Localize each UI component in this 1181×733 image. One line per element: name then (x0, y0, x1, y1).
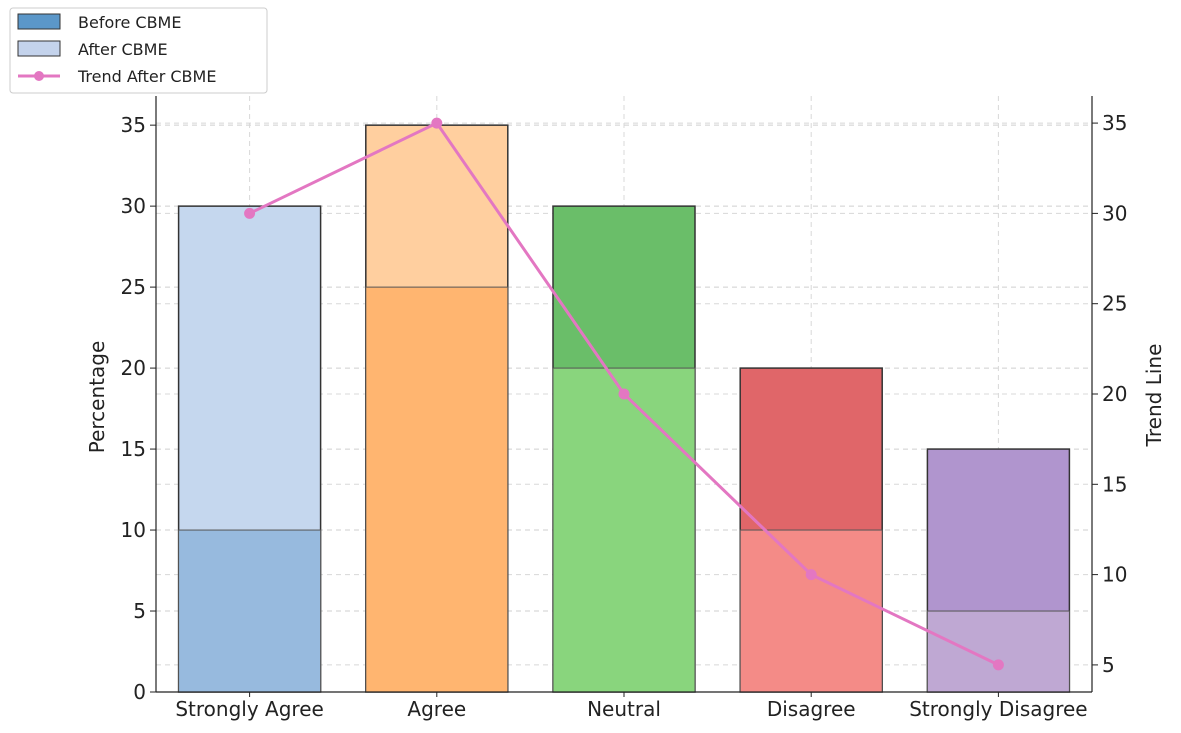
legend-label-before: Before CBME (78, 13, 181, 32)
left-y-ticks: 0 5 10 15 20 25 30 35 (121, 113, 156, 704)
y-tick-label: 0 (133, 680, 146, 704)
x-tick-label: Disagree (767, 697, 856, 721)
legend-swatch-after (17, 40, 61, 57)
legend-frame (9, 7, 268, 94)
x-tick-label: Strongly Agree (175, 697, 323, 721)
y2-tick-label: 15 (1102, 472, 1127, 496)
y2-tick-label: 25 (1102, 292, 1127, 316)
x-tick-label: Strongly Disagree (909, 697, 1087, 721)
legend-label-after: After CBME (78, 40, 168, 59)
y-tick-label: 20 (121, 356, 146, 380)
bars-group (177, 124, 1071, 693)
y2-tick-label: 35 (1102, 111, 1127, 135)
trend-point (431, 117, 443, 129)
x-tick-label: Neutral (587, 697, 661, 721)
y2-tick-label: 20 (1102, 382, 1127, 406)
y-axis-title: Percentage (85, 341, 109, 454)
bar-before-cbme (365, 286, 509, 693)
legend-trend-marker (34, 71, 44, 81)
y-tick-label: 25 (121, 275, 146, 299)
y-tick-label: 15 (121, 437, 146, 461)
legend: Before CBME After CBME Trend After CBME (9, 7, 268, 94)
trend-point (244, 207, 256, 219)
y2-tick-label: 10 (1102, 563, 1127, 587)
right-y-ticks: 5 10 15 20 25 30 35 (1092, 111, 1127, 677)
x-ticks: Strongly Agree Agree Neutral Disagree Strong… (175, 692, 1088, 721)
bar-before-cbme (739, 529, 883, 693)
trend-point (805, 569, 817, 581)
secondary-y-axis-title: Trend Line (1142, 344, 1166, 448)
legend-label-trend: Trend After CBME (77, 67, 216, 86)
trend-line-group (244, 117, 1004, 671)
trend-point (992, 659, 1004, 671)
bar-before-cbme (178, 529, 322, 693)
y-tick-label: 30 (121, 194, 146, 218)
x-tick-label: Agree (407, 697, 466, 721)
trend-point (618, 388, 630, 400)
y-tick-label: 5 (133, 599, 146, 623)
legend-swatch-before (17, 13, 61, 30)
y2-tick-label: 30 (1102, 201, 1127, 225)
y2-tick-label: 5 (1102, 653, 1115, 677)
bar-before-cbme (552, 367, 696, 693)
y-tick-label: 35 (121, 113, 146, 137)
bar-before-cbme (926, 610, 1070, 693)
y-tick-label: 10 (121, 518, 146, 542)
